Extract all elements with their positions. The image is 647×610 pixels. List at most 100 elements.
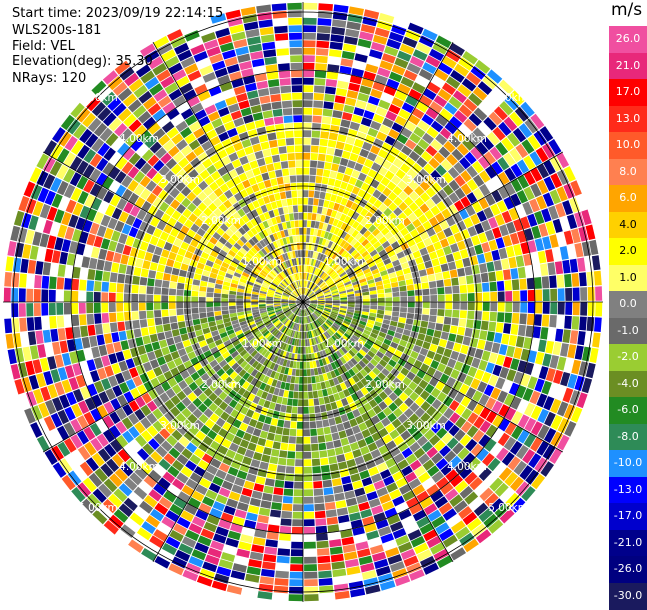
colorbar-tick-label: -10.0	[611, 457, 645, 469]
gate-cell	[254, 483, 265, 492]
gate-cell	[475, 311, 482, 320]
gate-cell	[505, 313, 513, 323]
colorbar-tick-label: -4.0	[611, 378, 645, 390]
gate-cell	[319, 443, 327, 451]
gate-cell	[421, 321, 429, 328]
gate-cell	[317, 428, 324, 436]
gate-cell	[262, 149, 271, 157]
gate-cell	[519, 279, 527, 290]
gate-cell	[26, 303, 33, 316]
gate-cell	[363, 299, 370, 302]
gate-cell	[506, 246, 515, 258]
gate-cell	[320, 405, 326, 413]
gate-cell	[324, 162, 332, 170]
gate-cell	[303, 198, 308, 205]
gate-cell	[344, 105, 355, 114]
colorbar-tick-label: 21.0	[611, 60, 645, 72]
range-ring-label: 1.00km	[242, 338, 282, 350]
gate-cell	[318, 199, 324, 207]
gate-cell	[426, 329, 434, 337]
gate-cell	[348, 304, 355, 307]
gate-cell	[277, 556, 290, 564]
gate-cell	[303, 347, 306, 354]
gate-cell	[499, 344, 508, 355]
gate-cell	[404, 273, 412, 280]
gate-cell	[49, 303, 56, 315]
gate-cell	[300, 250, 303, 257]
gate-cell	[290, 429, 297, 436]
gate-cell	[303, 40, 316, 47]
gate-cell	[34, 317, 42, 330]
gate-cell	[444, 279, 452, 287]
gate-cell	[252, 144, 261, 153]
gate-cell	[435, 323, 443, 331]
gate-cell	[80, 326, 88, 338]
gate-cell	[296, 175, 302, 182]
colorbar-tick-label: 8.0	[611, 166, 645, 178]
gate-cell	[264, 547, 277, 555]
gate-cell	[506, 346, 515, 358]
gate-cell	[580, 287, 587, 301]
gate-cell	[288, 18, 302, 25]
gate-cell	[134, 487, 148, 500]
gate-cell	[503, 269, 511, 280]
colorbar-tick-label: -2.0	[611, 351, 645, 363]
gate-cell	[331, 163, 339, 171]
gate-cell	[91, 347, 100, 359]
gate-cell	[432, 337, 440, 345]
gate-cell	[222, 310, 229, 315]
gate-cell	[154, 349, 163, 358]
colorbar-tick-label: 2.0	[611, 245, 645, 257]
gate-cell	[293, 399, 298, 406]
gate-cell	[327, 449, 336, 457]
gate-cell	[111, 332, 119, 342]
gate-cell	[407, 290, 414, 296]
gate-cell	[285, 474, 294, 481]
gate-cell	[214, 311, 221, 316]
gate-cell	[274, 162, 282, 170]
colorbar-tick-label: -17.0	[611, 510, 645, 522]
gate-cell	[298, 250, 301, 257]
gate-cell	[227, 585, 242, 595]
gate-cell	[334, 493, 345, 501]
gate-cell	[42, 276, 50, 289]
gate-cell	[303, 48, 315, 55]
gate-cell	[250, 51, 263, 60]
gate-cell	[296, 369, 300, 376]
gate-cell	[109, 293, 116, 302]
gate-cell	[400, 307, 407, 312]
gate-cell	[457, 268, 465, 277]
gate-cell	[295, 145, 303, 152]
gate-cell	[208, 317, 216, 323]
gate-cell	[215, 284, 222, 289]
gate-cell	[299, 228, 303, 235]
gate-cell	[363, 305, 370, 309]
gate-cell	[154, 295, 161, 302]
gate-cell	[417, 333, 425, 341]
gate-cell	[307, 228, 311, 235]
gate-cell	[265, 440, 273, 448]
gate-cell	[214, 298, 221, 302]
gate-cell	[483, 302, 490, 311]
gate-cell	[377, 289, 384, 294]
gate-cell	[117, 312, 125, 321]
gate-cell	[303, 190, 308, 197]
gate-cell	[134, 329, 142, 338]
gate-cell	[236, 302, 243, 305]
gate-cell	[318, 571, 332, 579]
gate-cell	[141, 269, 149, 278]
gate-cell	[172, 268, 180, 276]
gate-cell	[579, 317, 587, 331]
gate-cell	[405, 324, 413, 331]
gate-cell	[271, 418, 278, 426]
gate-cell	[290, 557, 303, 564]
range-ring-label: 5.00km	[488, 92, 528, 104]
gate-cell	[310, 421, 316, 428]
gate-cell	[320, 458, 329, 466]
gate-cell	[49, 277, 57, 290]
gate-cell	[123, 245, 132, 255]
gate-cell	[312, 459, 320, 466]
gate-cell	[484, 341, 493, 352]
gate-cell	[303, 93, 313, 100]
elevation-label: Elevation(deg): 35.30	[12, 54, 153, 69]
